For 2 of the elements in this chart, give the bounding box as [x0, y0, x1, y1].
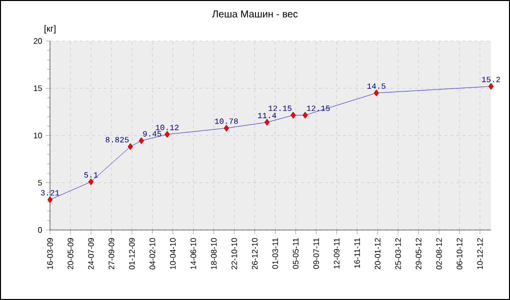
chart-title: Леша Машин - вес [212, 10, 298, 18]
y-axis-title: [кг] [44, 25, 56, 34]
